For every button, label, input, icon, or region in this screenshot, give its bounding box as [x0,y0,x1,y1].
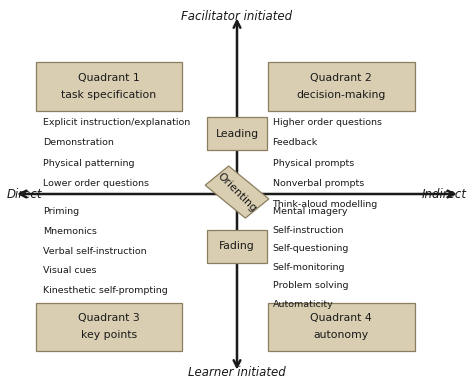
Text: Orienting: Orienting [216,171,258,213]
Text: Nonverbal prompts: Nonverbal prompts [273,179,364,189]
FancyBboxPatch shape [268,62,415,111]
FancyBboxPatch shape [207,117,266,150]
FancyBboxPatch shape [207,230,266,263]
Text: Demonstration: Demonstration [43,138,114,147]
Text: Self-monitoring: Self-monitoring [273,263,345,272]
Text: Direct: Direct [7,187,43,201]
FancyBboxPatch shape [36,62,182,111]
Text: key points: key points [81,331,137,340]
Text: Fading: Fading [219,241,255,251]
Text: decision-making: decision-making [297,90,386,100]
FancyBboxPatch shape [36,303,182,351]
Text: Automaticity: Automaticity [273,300,333,309]
Text: Physical patterning: Physical patterning [43,159,134,168]
Text: Learner initiated: Learner initiated [188,366,286,379]
Text: Feedback: Feedback [273,138,318,147]
Text: Quadrant 2: Quadrant 2 [310,73,372,83]
Text: Self-instruction: Self-instruction [273,225,344,235]
Text: Physical prompts: Physical prompts [273,159,354,168]
Text: Quadrant 4: Quadrant 4 [310,314,372,323]
Text: Higher order questions: Higher order questions [273,118,382,127]
Text: Explicit instruction/explanation: Explicit instruction/explanation [43,118,190,127]
Text: Facilitator initiated: Facilitator initiated [182,10,292,23]
Text: Verbal self-instruction: Verbal self-instruction [43,246,146,256]
Text: Visual cues: Visual cues [43,266,96,275]
Text: Priming: Priming [43,207,79,216]
Text: Lower order questions: Lower order questions [43,179,149,189]
Text: Indirect: Indirect [422,187,467,201]
Text: Think-aloud modelling: Think-aloud modelling [273,200,378,209]
Text: Leading: Leading [216,129,258,139]
Text: autonomy: autonomy [314,331,369,340]
Text: Mnemonics: Mnemonics [43,227,97,236]
Text: Kinesthetic self-prompting: Kinesthetic self-prompting [43,286,167,295]
Text: task specification: task specification [62,90,156,100]
Text: Quadrant 3: Quadrant 3 [78,314,140,323]
FancyBboxPatch shape [268,303,415,351]
Text: Problem solving: Problem solving [273,281,348,291]
Polygon shape [205,166,269,218]
Text: Mental imagery: Mental imagery [273,207,347,216]
Text: Self-questioning: Self-questioning [273,244,349,253]
Text: Quadrant 1: Quadrant 1 [78,73,140,83]
